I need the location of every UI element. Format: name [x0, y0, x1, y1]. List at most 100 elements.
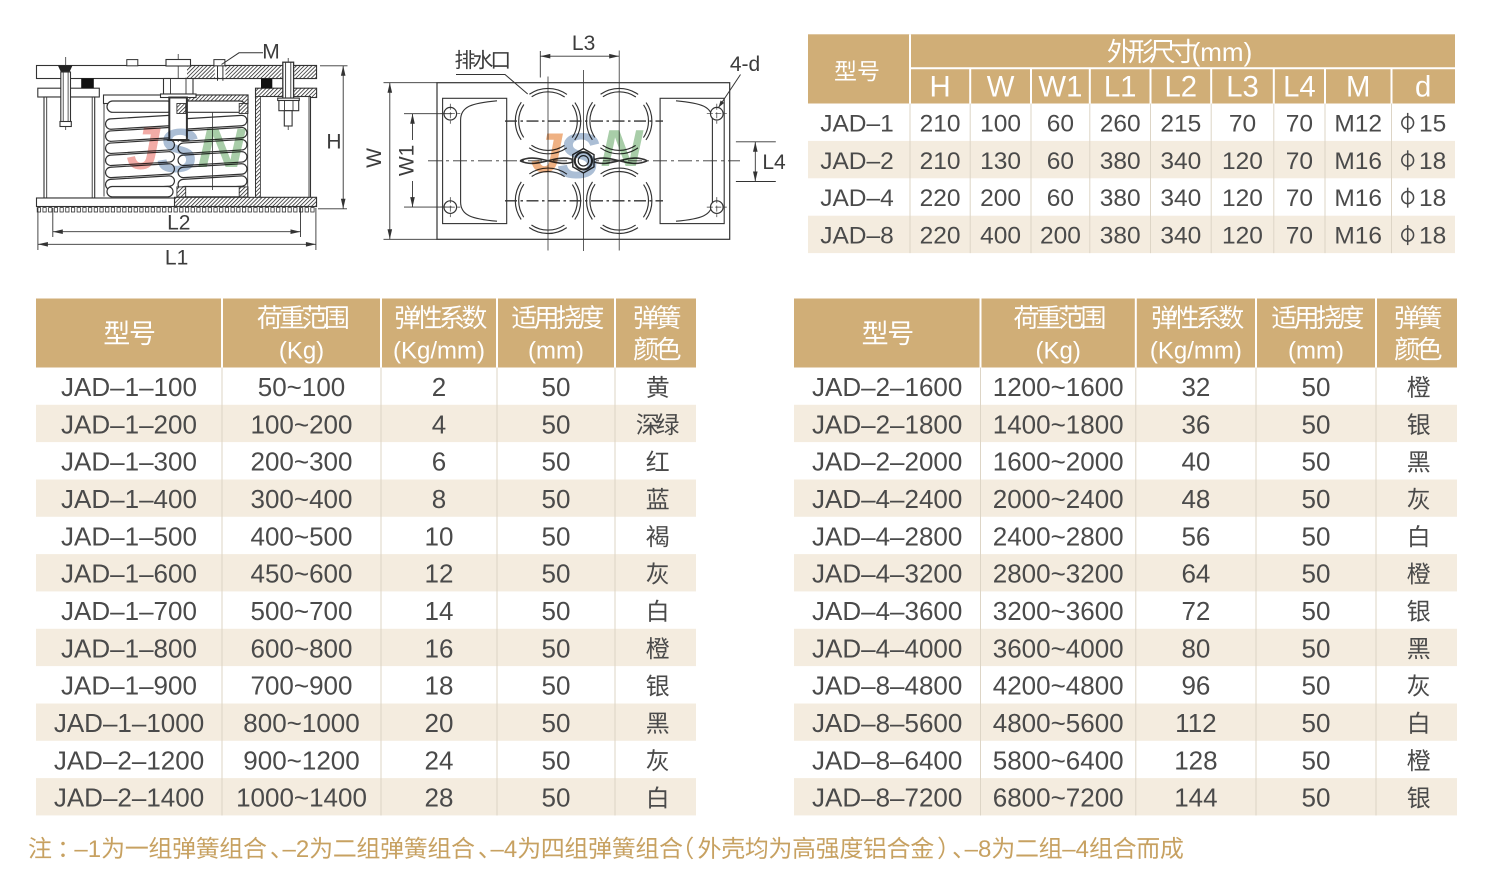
svg-text:50: 50	[1302, 596, 1331, 626]
svg-text:500~700: 500~700	[251, 596, 353, 626]
svg-text:L3: L3	[572, 32, 595, 55]
svg-text:144: 144	[1174, 783, 1217, 813]
svg-text:50: 50	[1302, 447, 1331, 477]
svg-text:200: 200	[1040, 223, 1081, 250]
svg-text:M16: M16	[1334, 185, 1382, 212]
svg-text:L1: L1	[165, 247, 188, 270]
svg-text:JAD–2–1400: JAD–2–1400	[54, 783, 204, 813]
svg-text:18: 18	[1419, 223, 1446, 250]
svg-text:64: 64	[1181, 559, 1210, 589]
svg-text:1000~1400: 1000~1400	[236, 783, 367, 813]
svg-text:220: 220	[920, 223, 961, 250]
svg-text:60: 60	[1047, 185, 1074, 212]
svg-text:W: W	[987, 70, 1015, 103]
svg-text:210: 210	[920, 148, 961, 175]
svg-text:JAD–1–800: JAD–1–800	[61, 633, 197, 663]
svg-text:340: 340	[1160, 185, 1201, 212]
svg-text:–4: –4	[1062, 836, 1089, 863]
svg-text:JAD–4–2800: JAD–4–2800	[812, 521, 962, 551]
svg-text:50: 50	[542, 521, 571, 551]
svg-text:JAD–1–600: JAD–1–600	[61, 559, 197, 589]
svg-text:(Kg): (Kg)	[1036, 338, 1081, 365]
svg-text:JAD–4–4000: JAD–4–4000	[812, 633, 962, 663]
svg-text:50: 50	[1302, 484, 1331, 514]
svg-text:600~800: 600~800	[251, 633, 353, 663]
svg-text:100: 100	[980, 110, 1021, 137]
svg-text:JAD–2–2000: JAD–2–2000	[812, 447, 962, 477]
svg-text:130: 130	[980, 148, 1021, 175]
svg-text:1600~2000: 1600~2000	[993, 447, 1124, 477]
svg-text:18: 18	[425, 671, 454, 701]
svg-text:50: 50	[1302, 633, 1331, 663]
svg-text:L4: L4	[762, 151, 786, 174]
svg-text:70: 70	[1229, 110, 1256, 137]
svg-text:800~1000: 800~1000	[243, 708, 359, 738]
svg-text:36: 36	[1181, 409, 1210, 439]
svg-text:JAD–8–5600: JAD–8–5600	[812, 708, 962, 738]
svg-text:50: 50	[1302, 745, 1331, 775]
svg-text:3200~3600: 3200~3600	[993, 596, 1124, 626]
svg-text:–1: –1	[74, 836, 101, 863]
svg-text:48: 48	[1181, 484, 1210, 514]
svg-text:120: 120	[1222, 185, 1263, 212]
svg-text:S: S	[157, 117, 198, 186]
svg-text:JAD–4: JAD–4	[820, 185, 894, 212]
svg-text:1200~1600: 1200~1600	[993, 372, 1124, 402]
svg-text:50: 50	[542, 559, 571, 589]
svg-text:50: 50	[1302, 783, 1331, 813]
svg-text:W1: W1	[1038, 70, 1082, 103]
svg-text:–8: –8	[965, 836, 992, 863]
svg-text:JAD–4–3600: JAD–4–3600	[812, 596, 962, 626]
svg-text:L4: L4	[1283, 70, 1316, 103]
svg-text:JAD–1–1000: JAD–1–1000	[54, 708, 204, 738]
svg-text:JAD–1–100: JAD–1–100	[61, 372, 197, 402]
svg-text:340: 340	[1160, 148, 1201, 175]
svg-text:200~300: 200~300	[251, 447, 353, 477]
svg-text:JAD–2: JAD–2	[820, 148, 894, 175]
svg-text:L1: L1	[1104, 70, 1137, 103]
svg-text:JAD–1–700: JAD–1–700	[61, 596, 197, 626]
svg-text:50: 50	[542, 484, 571, 514]
svg-text:6: 6	[432, 447, 446, 477]
svg-text:60: 60	[1047, 110, 1074, 137]
svg-text:H: H	[930, 70, 951, 103]
svg-text:–2: –2	[283, 836, 310, 863]
svg-text:(Kg/mm): (Kg/mm)	[393, 338, 485, 365]
svg-text:JAD–1–500: JAD–1–500	[61, 521, 197, 551]
svg-text:50: 50	[542, 783, 571, 813]
svg-text:380: 380	[1100, 148, 1141, 175]
svg-text:50: 50	[542, 409, 571, 439]
svg-text:J: J	[126, 115, 161, 182]
svg-text:J: J	[531, 121, 564, 184]
svg-text:70: 70	[1286, 223, 1313, 250]
svg-text:70: 70	[1286, 110, 1313, 137]
svg-text:(Kg/mm): (Kg/mm)	[1150, 338, 1242, 365]
svg-text:L3: L3	[1226, 70, 1259, 103]
svg-text:380: 380	[1100, 223, 1141, 250]
svg-text:M: M	[262, 41, 280, 64]
svg-text:24: 24	[425, 745, 454, 775]
svg-text:4: 4	[432, 409, 446, 439]
svg-text:400: 400	[980, 223, 1021, 250]
svg-text:JAD–1: JAD–1	[820, 110, 894, 137]
svg-text:JAD–2–1600: JAD–2–1600	[812, 372, 962, 402]
svg-text:120: 120	[1222, 223, 1263, 250]
svg-text:2400~2800: 2400~2800	[993, 521, 1124, 551]
svg-text:4-d: 4-d	[730, 53, 760, 76]
svg-text:3600~4000: 3600~4000	[993, 633, 1124, 663]
svg-text:8: 8	[432, 484, 446, 514]
svg-text:40: 40	[1181, 447, 1210, 477]
svg-text:400~500: 400~500	[251, 521, 353, 551]
svg-text:50: 50	[1302, 559, 1331, 589]
svg-text:56: 56	[1181, 521, 1210, 551]
svg-text:W1: W1	[396, 145, 419, 177]
svg-text:JAD–1–900: JAD–1–900	[61, 671, 197, 701]
svg-text:M12: M12	[1334, 110, 1382, 137]
svg-text:M16: M16	[1334, 223, 1382, 250]
svg-text:2000~2400: 2000~2400	[993, 484, 1124, 514]
svg-text:215: 215	[1160, 110, 1201, 137]
svg-text:50: 50	[542, 596, 571, 626]
svg-text:50: 50	[542, 708, 571, 738]
svg-text:70: 70	[1286, 148, 1313, 175]
svg-text:96: 96	[1181, 671, 1210, 701]
